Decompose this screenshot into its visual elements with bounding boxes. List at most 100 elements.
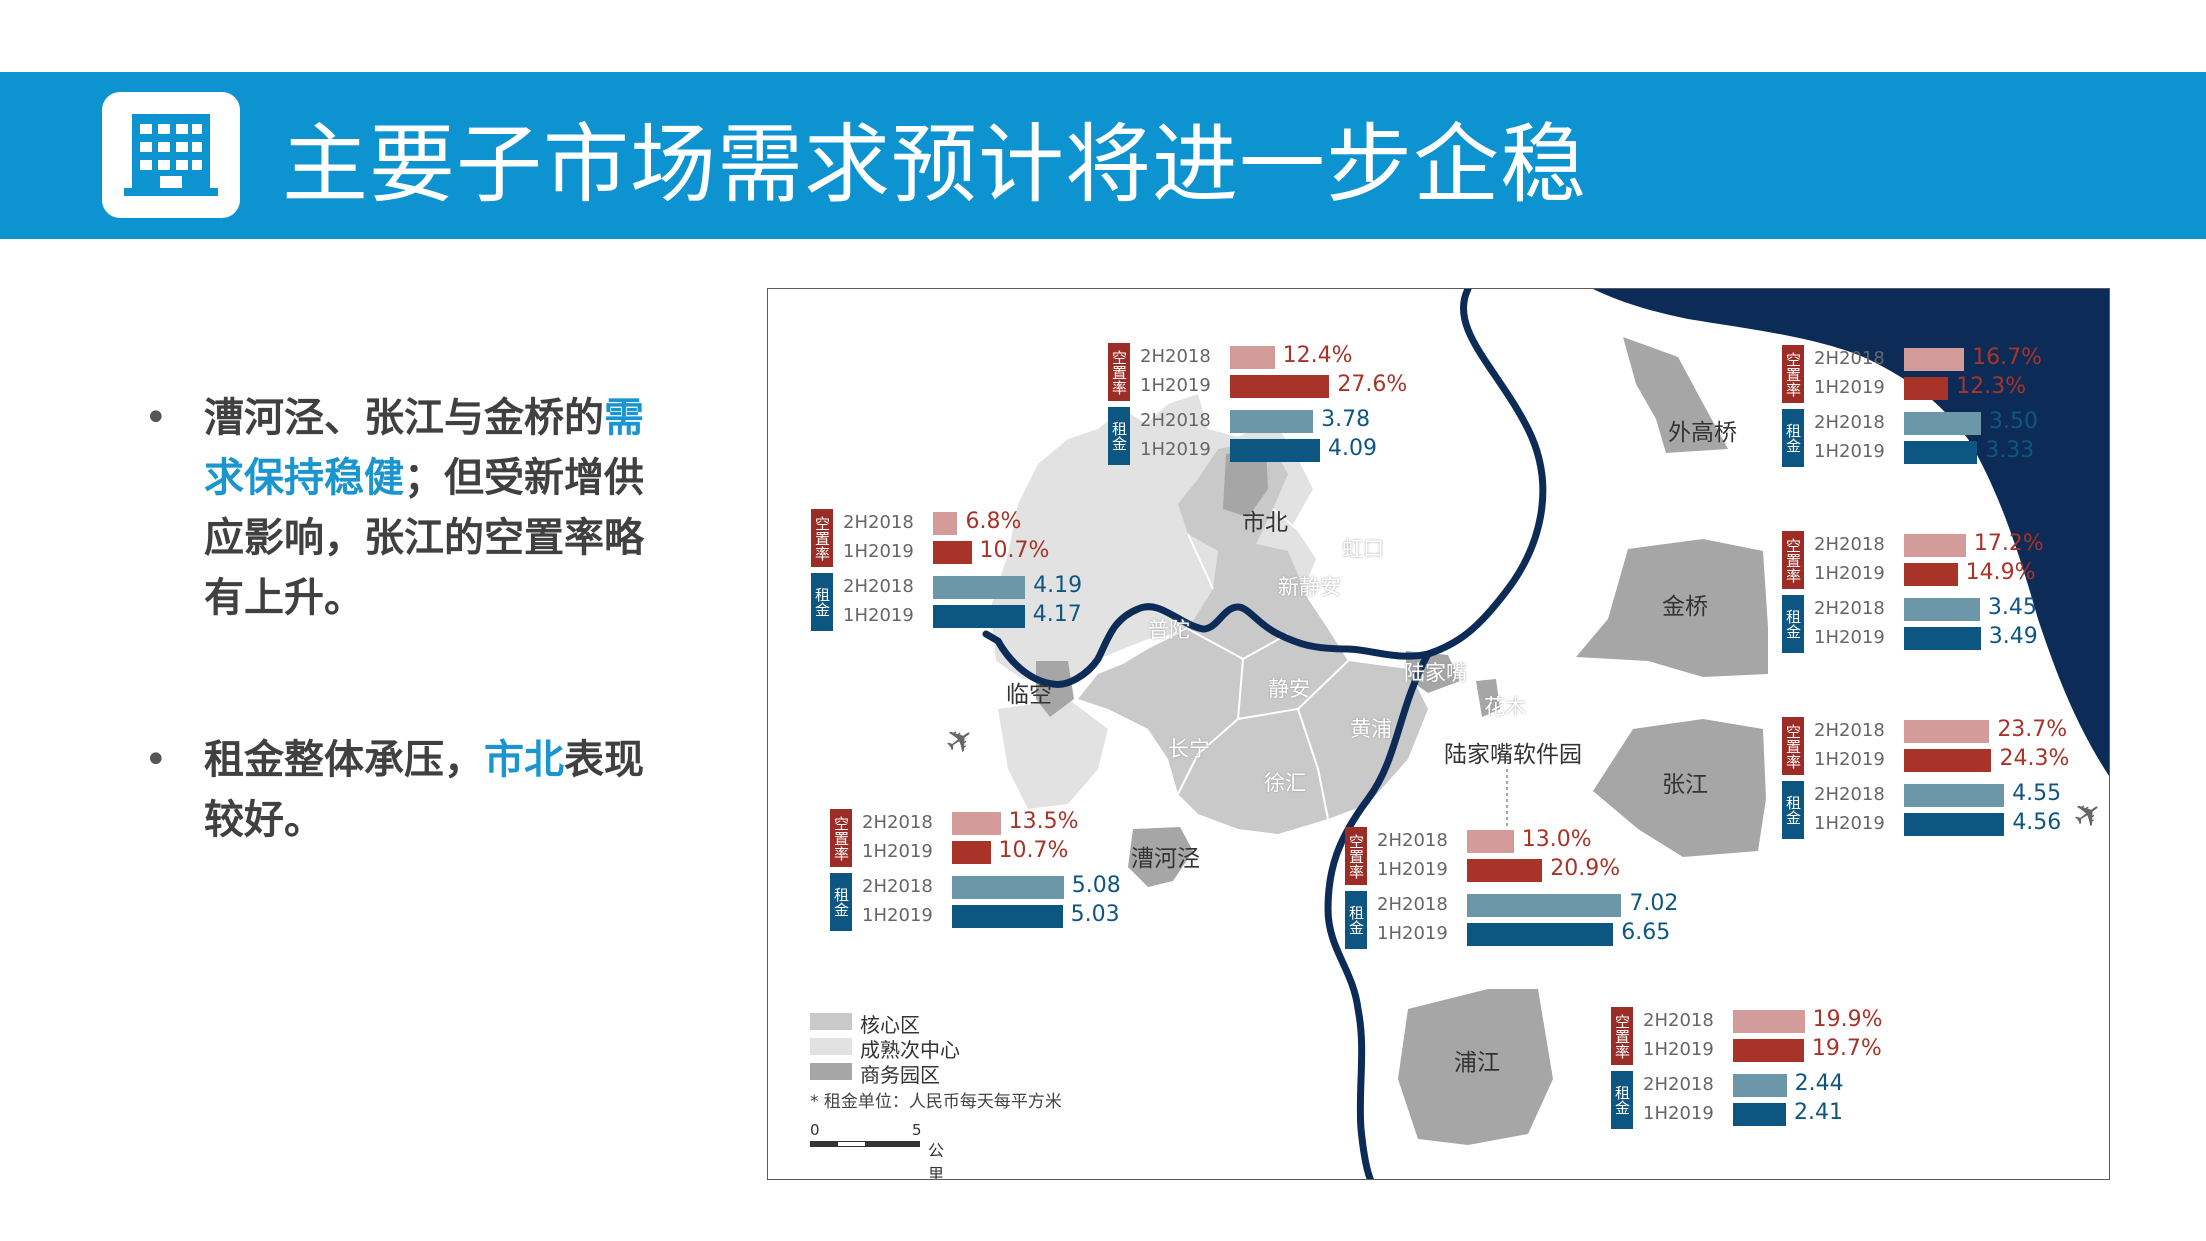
zone-label-huangpu: 黄浦 — [1350, 717, 1392, 741]
rent-unit-note: * 租金单位：人民币每天每平方米 — [810, 1092, 1062, 1112]
period-label: 1H2019 — [1643, 1103, 1714, 1124]
panel-row: 1H2019 10.7% — [843, 538, 1243, 567]
zone-label-changning: 长宁 — [1168, 737, 1210, 761]
period-label: 1H2019 — [1814, 377, 1885, 398]
panel-row: 1H2019 3.49 — [1814, 624, 2109, 653]
period-label: 1H2019 — [1140, 375, 1211, 396]
vacancy-tag: 空置率 — [1345, 827, 1367, 885]
bullet-text-part: 租金整体承压， — [204, 737, 484, 783]
period-label: 2H2018 — [1814, 784, 1885, 805]
bar-value-label: 20.9% — [1550, 856, 1621, 881]
zone-label-lujiazui: 陆家嘴 — [1404, 661, 1467, 685]
period-label: 2H2018 — [1643, 1010, 1714, 1031]
period-label: 1H2019 — [843, 605, 914, 626]
rent-tag: 租金 — [1611, 1071, 1633, 1129]
bullet-text-part: 表现较好。 — [204, 737, 644, 843]
market-panel: 空置率 租金 2H2018 23.7% 1H2019 24.3% 2H2018 4.55 1H2… — [1782, 717, 2069, 839]
vacancy-bar-2h2018 — [1904, 720, 1990, 743]
mature-zone — [998, 699, 1108, 809]
bullet-highlight: 需求保持稳健 — [204, 395, 644, 501]
bar-value-label: 5.08 — [1071, 873, 1121, 898]
rent-tag: 租金 — [811, 573, 833, 631]
period-label: 2H2018 — [862, 812, 933, 833]
period-label: 1H2019 — [1814, 813, 1885, 834]
zone-label-caohejing: 漕河泾 — [1131, 846, 1200, 872]
zone-label-waigaoqiao: 外高桥 — [1668, 420, 1737, 446]
market-panel: 空置率 租金 2H2018 17.2% 1H2019 14.9% 2H2018 3.45 1H2… — [1782, 531, 2044, 653]
bar-value-label: 19.7% — [1811, 1036, 1882, 1061]
vacancy-tag: 空置率 — [1782, 531, 1804, 589]
bar-value-label: 27.6% — [1337, 372, 1408, 397]
bar-value-label: 4.09 — [1327, 436, 1377, 461]
bar-value-label: 6.65 — [1621, 920, 1671, 945]
shanghai-submarket-map: 市北 虹口 新静安 普陀 临空 静安 长宁 黄浦 徐汇 漕河泾 陆家嘴 花木 陆… — [767, 288, 2110, 1180]
panel-row: 2H2018 23.7% — [1814, 717, 2109, 746]
market-panel: 空置率 租金 2H2018 13.5% 1H2019 10.7% 2H2018 5.08 1H2… — [830, 809, 1121, 931]
panel-row: 1H2019 4.09 — [1140, 436, 1540, 465]
period-label: 1H2019 — [1814, 563, 1885, 584]
rent-bar-2h2018 — [1230, 410, 1314, 433]
sea-area — [1593, 289, 2109, 776]
bar-value-label: 4.17 — [1032, 602, 1082, 627]
park-caohejing — [1128, 827, 1193, 887]
period-label: 1H2019 — [862, 905, 933, 926]
period-label: 2H2018 — [1140, 410, 1211, 431]
huangpu-river — [982, 289, 1547, 1179]
park-pujiang — [1398, 989, 1553, 1145]
panel-row: 1H2019 4.56 — [1814, 810, 2109, 839]
scale-bar-graphic — [810, 1141, 920, 1147]
period-label: 2H2018 — [843, 576, 914, 597]
bar-value-label: 5.03 — [1070, 902, 1120, 927]
panel-row: 2H2018 13.5% — [862, 809, 1262, 838]
bar-value-label: 19.9% — [1812, 1007, 1883, 1032]
bar-value-label: 4.55 — [2012, 781, 2062, 806]
bar-value-label: 23.7% — [1997, 717, 2068, 742]
zone-label-hongkou: 虹口 — [1342, 537, 1384, 561]
rent-bar-2h2018 — [952, 876, 1064, 899]
rent-bar-1h2019 — [952, 905, 1063, 928]
period-label: 1H2019 — [1814, 627, 1885, 648]
scale-unit: 公里 — [928, 1141, 945, 1180]
bar-value-label: 3.78 — [1321, 407, 1371, 432]
period-label: 2H2018 — [1814, 720, 1885, 741]
period-label: 1H2019 — [862, 841, 933, 862]
panel-row: 1H2019 6.65 — [1377, 920, 1777, 949]
panel-row: 1H2019 12.3% — [1814, 374, 2109, 403]
bar-value-label: 16.7% — [1972, 345, 2042, 370]
zone-label-pujiang: 浦江 — [1454, 1050, 1500, 1076]
park-shibei — [1223, 447, 1268, 517]
park-linkong — [1036, 661, 1074, 717]
rent-bar-1h2019 — [933, 605, 1025, 628]
zone-label-jinqiao: 金桥 — [1662, 594, 1708, 620]
bar-value-label: 3.49 — [1988, 624, 2038, 649]
panel-row: 2H2018 5.08 — [862, 873, 1262, 902]
rent-bar-1h2019 — [1904, 627, 1981, 650]
rent-bar-1h2019 — [1904, 441, 1978, 464]
zone-label-putuo: 普陀 — [1148, 618, 1190, 642]
market-panel: 空置率 租金 2H2018 16.7% 1H2019 12.3% 2H2018 3.50 1H2… — [1782, 345, 2042, 467]
vacancy-tag: 空置率 — [1782, 717, 1804, 775]
bar-value-label: 3.33 — [1985, 438, 2035, 463]
zone-label-xinjingan: 新静安 — [1278, 575, 1341, 599]
scale-zero: 0 — [810, 1121, 820, 1139]
bar-value-label: 10.7% — [998, 838, 1069, 863]
period-label: 1H2019 — [1814, 749, 1885, 770]
period-label: 2H2018 — [1377, 894, 1448, 915]
panel-row: 1H2019 2.41 — [1643, 1100, 2043, 1129]
legend-swatch — [810, 1038, 852, 1055]
period-label: 2H2018 — [1814, 412, 1885, 433]
rent-tag: 租金 — [1345, 891, 1367, 949]
rent-tag: 租金 — [1782, 595, 1804, 653]
district-border — [1177, 628, 1349, 820]
bar-value-label: 13.5% — [1008, 809, 1079, 834]
vacancy-tag: 空置率 — [1782, 345, 1804, 403]
zone-label-jingan: 静安 — [1268, 677, 1310, 701]
period-label: 2H2018 — [862, 876, 933, 897]
rent-bar-2h2018 — [1904, 412, 1981, 435]
vacancy-bar-1h2019 — [1467, 859, 1543, 882]
panel-row: 2H2018 3.50 — [1814, 409, 2109, 438]
bullet-dot: • — [144, 395, 168, 441]
market-panel: 空置率 租金 2H2018 13.0% 1H2019 20.9% 2H2018 7.02 1H2… — [1345, 827, 1678, 949]
rent-bar-2h2018 — [1467, 894, 1622, 917]
panel-row: 2H2018 6.8% — [843, 509, 1243, 538]
